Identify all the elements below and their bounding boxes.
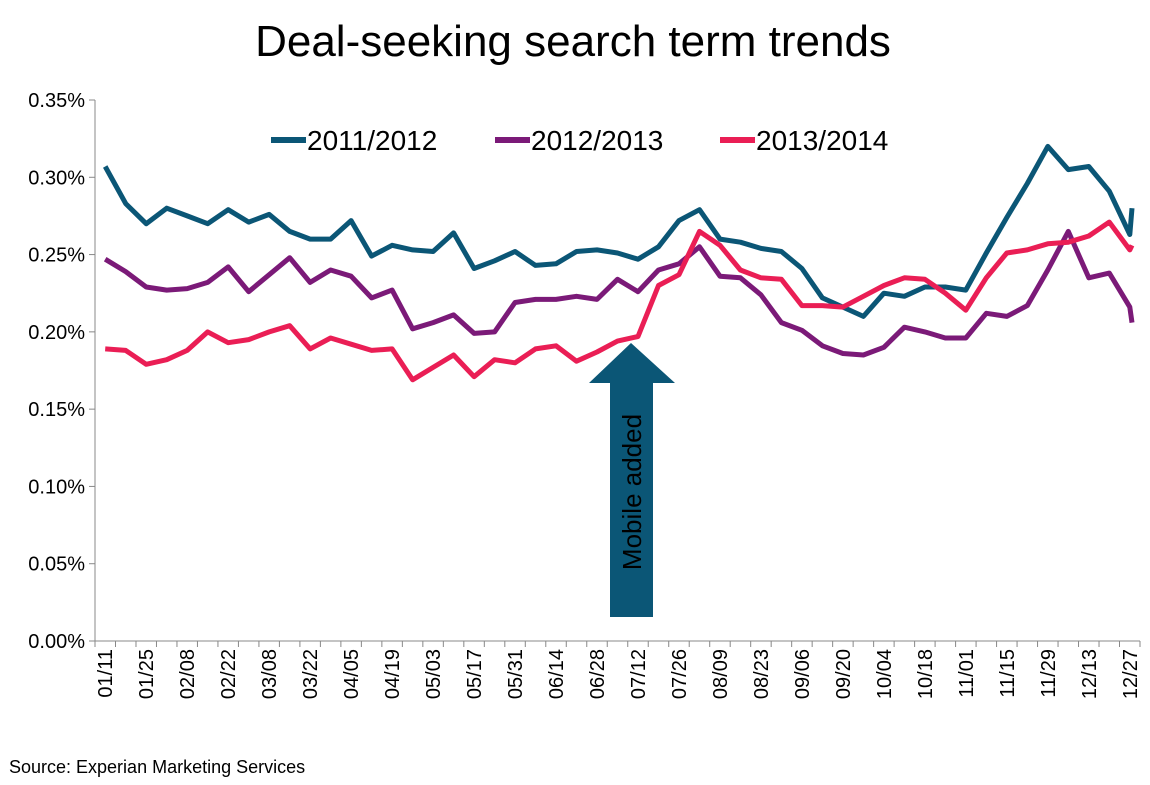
mobile-added-label: Mobile added: [617, 414, 647, 570]
x-tick-label: 06/14: [546, 649, 568, 699]
x-tick-label: 08/23: [751, 649, 773, 699]
y-tick-label: 0.00%: [28, 631, 85, 653]
y-tick-label: 0.15%: [28, 399, 85, 421]
x-tick-label: 11/15: [997, 649, 1019, 698]
mobile-added-annotation: Mobile added: [589, 343, 675, 617]
series-line-2013-2014: [105, 219, 1135, 383]
y-tick-label: 0.10%: [28, 476, 85, 498]
x-tick-label: 12/13: [1079, 649, 1101, 699]
x-tick-label: 03/22: [300, 649, 322, 699]
y-tick-label: 0.35%: [28, 90, 85, 112]
x-tick-label: 11/01: [956, 649, 978, 698]
series-lines: [103, 143, 1135, 383]
legend-label-2012-2013: 2012/2013: [531, 125, 663, 156]
x-tick-label: 12/27: [1120, 649, 1142, 699]
x-tick-label: 07/12: [628, 649, 650, 699]
y-tick-label: 0.30%: [28, 167, 85, 189]
mobile-added-arrow: [589, 343, 675, 617]
x-tick-label: 11/29: [1038, 649, 1060, 698]
x-tick-label: 05/03: [423, 649, 445, 699]
y-tick-label: 0.05%: [28, 554, 85, 576]
x-tick-label: 04/05: [341, 649, 363, 699]
x-tick-label: 05/31: [505, 649, 527, 699]
x-tick-label: 06/28: [587, 649, 609, 699]
x-tick-label: 07/26: [669, 649, 691, 699]
chart-title: Deal-seeking search term trends: [255, 17, 891, 66]
x-tick-label: 10/04: [874, 649, 896, 699]
source-note: Source: Experian Marketing Services: [9, 757, 305, 777]
x-tick-label: 03/08: [259, 649, 281, 699]
x-tick-label: 02/08: [177, 649, 199, 699]
series-line-2011-2012: [103, 143, 1135, 319]
x-tick-label: 09/06: [792, 649, 814, 699]
x-tick-label: 01/11: [95, 649, 117, 698]
y-tick-label: 0.20%: [28, 322, 85, 344]
x-tick-label: 05/17: [464, 649, 486, 699]
legend-label-2013-2014: 2013/2014: [756, 125, 888, 156]
x-tick-label: 04/19: [382, 649, 404, 699]
x-tick-label: 08/09: [710, 649, 732, 699]
y-ticks: 0.00% 0.05% 0.10% 0.15% 0.20% 0.25% 0.30% 0.35%: [28, 90, 95, 653]
x-tick-label: 02/22: [218, 649, 240, 699]
x-ticks: 01/11 01/25 02/08 02/22 03/08 03/22 04/05 04/19…: [94, 641, 1142, 699]
x-tick-label: 09/20: [833, 649, 855, 699]
y-tick-label: 0.25%: [28, 245, 85, 267]
x-tick-label: 01/25: [136, 649, 158, 699]
legend-label-2011-2012: 2011/2012: [307, 125, 437, 156]
x-tick-label: 10/18: [915, 649, 937, 699]
series-line-2012-2013: [103, 228, 1135, 358]
legend: 2011/2012 2012/2013 2013/2014: [271, 125, 888, 156]
